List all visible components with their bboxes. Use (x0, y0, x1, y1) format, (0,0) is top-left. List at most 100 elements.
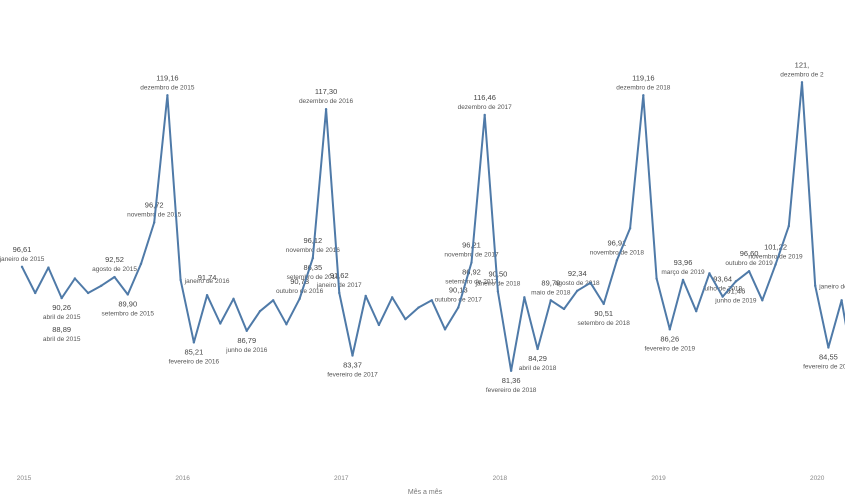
data-point (285, 323, 288, 326)
data-point (271, 299, 275, 302)
data-date-label: fevereiro de 2017 (327, 371, 378, 378)
data-point (311, 256, 315, 260)
data-value-label: 117,30 (315, 87, 337, 96)
data-point (34, 291, 37, 295)
data-point (232, 297, 235, 301)
data-date-label: fevereiro de 2016 (169, 358, 220, 365)
data-value-label: 93,96 (674, 258, 693, 267)
data-point (20, 265, 24, 269)
data-point (800, 81, 804, 84)
data-value-label: 96,60 (740, 249, 759, 258)
data-date-label: dezembro de 2018 (616, 84, 671, 91)
data-point (139, 262, 143, 266)
data-date-label: setembro de 2017 (445, 278, 498, 285)
x-tick-label: 2017 (334, 475, 349, 482)
data-point (615, 259, 619, 262)
data-value-label: 89,90 (118, 299, 137, 308)
data-value-label: 96,72 (145, 201, 164, 210)
data-date-label: maio de 2018 (531, 289, 571, 296)
data-date-label: setembro de 2015 (102, 310, 155, 317)
data-point (60, 296, 63, 300)
data-point (827, 346, 830, 349)
data-point (562, 307, 566, 311)
data-point (602, 302, 605, 306)
data-date-label: fevereiro de 2019 (644, 345, 695, 352)
data-date-label: junho de 2019 (714, 297, 757, 304)
labels-layer: 96,61 janeiro de 2015 90,26 abril de 2015 88… (0, 60, 845, 393)
data-value-label: 101,22 (764, 243, 787, 252)
data-value-label: 90,50 (489, 270, 508, 279)
x-tick-label: 2018 (493, 475, 508, 482)
data-point (695, 309, 698, 313)
x-axis: 2015 2016 2017 2018 2019 2020 (17, 475, 825, 482)
data-point (668, 328, 671, 331)
data-point (73, 277, 77, 280)
data-date-label: dezembro de 2015 (140, 84, 195, 91)
data-value-label: 92,52 (105, 255, 124, 264)
data-point (787, 224, 790, 228)
data-value-label: 96,12 (303, 236, 322, 245)
data-date-label: abril de 2015 (43, 314, 81, 321)
x-tick-label: 2015 (17, 475, 32, 482)
data-value-label: 86,92 (462, 267, 481, 276)
data-value-label: 116,46 (474, 93, 496, 102)
data-value-label: 86,35 (303, 263, 322, 272)
data-value-label: 91,74 (198, 273, 217, 282)
data-value-label: 121, (795, 60, 810, 69)
x-axis-title: Mês a mês (408, 489, 443, 496)
data-point (47, 266, 50, 269)
data-point (774, 263, 777, 266)
data-point (100, 284, 103, 287)
data-date-label: fevereiro de 2018 (486, 387, 537, 394)
x-tick-label: 2020 (810, 475, 825, 482)
data-date-label: setembro de 2016 (287, 274, 340, 281)
data-point (324, 107, 328, 111)
data-date-label: março de 2019 (661, 269, 705, 276)
data-point (338, 291, 341, 295)
data-value-label: 96,91 (608, 238, 627, 247)
data-point (351, 354, 354, 357)
data-value-label: 90,78 (290, 277, 309, 286)
data-value-label: 96,21 (462, 240, 481, 249)
data-point (470, 261, 473, 264)
data-point (747, 270, 751, 273)
data-point (589, 281, 592, 285)
data-date-label: abril de 2015 (43, 336, 81, 343)
data-point (298, 297, 301, 301)
data-value-label: 92,34 (568, 269, 587, 278)
data-point (113, 275, 116, 279)
data-point (417, 306, 420, 309)
data-point (840, 299, 843, 302)
data-point (708, 272, 711, 275)
data-point (734, 280, 738, 283)
data-date-label: dezembro de 2017 (458, 104, 513, 111)
data-point (192, 341, 196, 344)
data-date-label: janeiro de 2016 (184, 278, 230, 285)
data-point (576, 289, 579, 293)
data-point (364, 294, 367, 298)
data-point (258, 309, 262, 313)
data-point (509, 369, 513, 372)
data-date-label: agosto de 2018 (555, 280, 600, 287)
data-value-label: 91,46 (726, 286, 745, 295)
data-point (549, 299, 552, 302)
data-date-label: janeiro de 2015 (0, 256, 45, 263)
data-point (153, 221, 156, 224)
data-date-label: outubro de 2017 (435, 297, 483, 304)
line-layer (20, 81, 845, 372)
data-value-label: 93,64 (713, 275, 732, 284)
data-point (205, 293, 209, 297)
data-point (390, 296, 394, 299)
data-value-label: 84,29 (528, 354, 547, 363)
data-date-label: agosto de 2015 (92, 266, 137, 273)
data-point (721, 295, 724, 298)
data-value-label: 86,79 (237, 336, 256, 345)
data-value-label: 119,16 (632, 73, 654, 82)
data-point (642, 94, 645, 97)
data-value-label: 88,89 (52, 325, 71, 334)
data-point (496, 290, 500, 293)
data-point (245, 329, 248, 332)
data-date-label: dezembro de 2016 (299, 98, 354, 105)
data-point (483, 113, 486, 117)
data-point (443, 328, 447, 331)
